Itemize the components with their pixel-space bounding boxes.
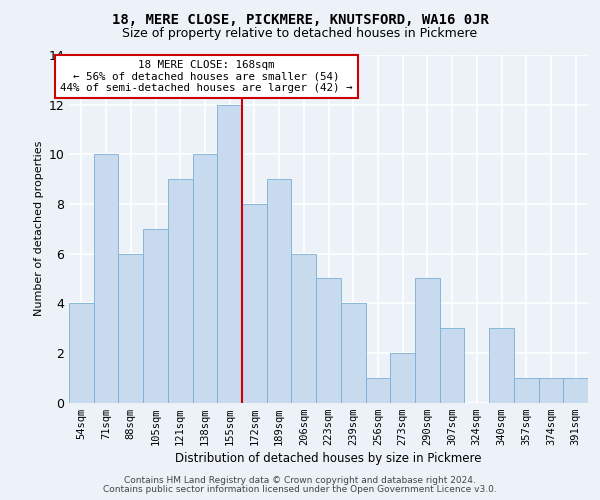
- Bar: [143, 229, 168, 402]
- Bar: [365, 378, 390, 402]
- Text: Contains public sector information licensed under the Open Government Licence v3: Contains public sector information licen…: [103, 485, 497, 494]
- Bar: [563, 378, 588, 402]
- Bar: [94, 154, 118, 402]
- Text: 18 MERE CLOSE: 168sqm
← 56% of detached houses are smaller (54)
44% of semi-deta: 18 MERE CLOSE: 168sqm ← 56% of detached …: [60, 60, 353, 94]
- Bar: [390, 353, 415, 403]
- Bar: [242, 204, 267, 402]
- Bar: [514, 378, 539, 402]
- Bar: [440, 328, 464, 402]
- Bar: [415, 278, 440, 402]
- Bar: [267, 179, 292, 402]
- Bar: [217, 104, 242, 403]
- Text: Size of property relative to detached houses in Pickmere: Size of property relative to detached ho…: [122, 28, 478, 40]
- Bar: [168, 179, 193, 402]
- Bar: [69, 303, 94, 402]
- Bar: [316, 278, 341, 402]
- Bar: [292, 254, 316, 402]
- Bar: [489, 328, 514, 402]
- Text: Contains HM Land Registry data © Crown copyright and database right 2024.: Contains HM Land Registry data © Crown c…: [124, 476, 476, 485]
- X-axis label: Distribution of detached houses by size in Pickmere: Distribution of detached houses by size …: [175, 452, 482, 465]
- Bar: [193, 154, 217, 402]
- Bar: [118, 254, 143, 402]
- Text: 18, MERE CLOSE, PICKMERE, KNUTSFORD, WA16 0JR: 18, MERE CLOSE, PICKMERE, KNUTSFORD, WA1…: [112, 12, 488, 26]
- Bar: [341, 303, 365, 402]
- Y-axis label: Number of detached properties: Number of detached properties: [34, 141, 44, 316]
- Bar: [539, 378, 563, 402]
